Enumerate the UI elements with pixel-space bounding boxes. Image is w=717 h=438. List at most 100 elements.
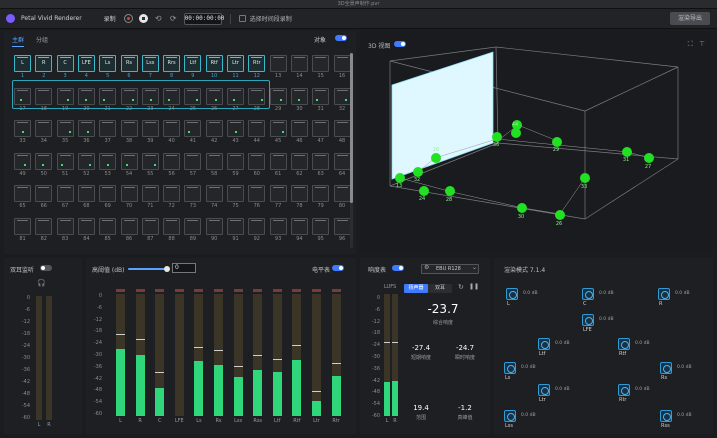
channel-scrollbar-thumb[interactable] [350, 53, 353, 203]
speaker-gain[interactable]: 0.0 dB [677, 413, 692, 418]
clip-indicator[interactable] [253, 289, 263, 292]
channel-cell[interactable] [99, 185, 117, 203]
channel-cell[interactable]: Ltf [184, 55, 202, 72]
speaker-icon[interactable] [538, 384, 550, 396]
channel-cell[interactable] [205, 218, 223, 235]
clip-indicator[interactable] [116, 289, 125, 292]
audio-object[interactable] [492, 132, 502, 142]
channel-cell[interactable]: R [35, 55, 53, 72]
channel-cell[interactable] [163, 87, 181, 105]
channel-cell[interactable] [333, 120, 351, 138]
object-toggle[interactable] [335, 35, 347, 41]
speaker-icon[interactable] [582, 288, 594, 300]
view3d-toggle[interactable] [394, 41, 406, 47]
binaural-mode-button[interactable]: 双耳 [428, 284, 452, 293]
channel-cell[interactable] [35, 152, 53, 170]
speaker-gain[interactable]: 0.0 dB [599, 317, 614, 322]
clip-indicator[interactable] [233, 289, 243, 292]
threshold-slider-knob[interactable] [164, 266, 170, 272]
channel-cell[interactable] [141, 87, 159, 105]
channel-cell[interactable] [35, 87, 53, 105]
tab-groups[interactable]: 分组 [36, 37, 49, 44]
channel-cell[interactable] [14, 152, 31, 170]
audio-object[interactable] [511, 128, 521, 138]
clip-indicator[interactable] [331, 289, 341, 292]
channel-cell[interactable]: Rs [120, 55, 138, 72]
audio-object[interactable] [445, 186, 455, 196]
channel-cell[interactable] [312, 87, 330, 105]
clip-indicator[interactable] [155, 289, 165, 292]
channel-cell[interactable] [312, 185, 330, 203]
channel-cell[interactable] [14, 87, 31, 105]
rewind-icon[interactable]: ⟳ [169, 14, 177, 23]
channel-scrollbar[interactable] [350, 53, 353, 248]
channel-cell[interactable] [227, 218, 244, 235]
speaker-icon[interactable] [660, 362, 672, 374]
clip-indicator[interactable] [135, 289, 145, 292]
channel-cell[interactable]: Ls [99, 55, 117, 72]
record-button[interactable] [123, 14, 133, 23]
channel-cell[interactable] [35, 120, 53, 138]
channel-cell[interactable] [290, 120, 308, 138]
channel-cell[interactable] [77, 185, 95, 203]
channel-cell[interactable]: Rrs [163, 55, 181, 72]
channel-cell[interactable] [120, 152, 138, 170]
channel-cell[interactable] [269, 87, 287, 105]
audio-object[interactable] [395, 173, 405, 183]
channel-cell[interactable] [141, 218, 159, 235]
audio-object[interactable] [517, 203, 527, 213]
channel-cell[interactable] [205, 152, 223, 170]
audio-object[interactable] [413, 167, 423, 177]
speaker-icon[interactable] [506, 288, 518, 300]
speaker-icon[interactable] [618, 384, 630, 396]
channel-cell[interactable] [120, 218, 138, 235]
render-export-button[interactable]: 渲染导出 [670, 12, 710, 25]
speaker-icon[interactable] [538, 338, 550, 350]
channel-cell[interactable] [141, 120, 159, 138]
chevron-down-icon[interactable]: ⌄ [472, 264, 478, 271]
channel-cell[interactable] [333, 55, 351, 72]
speaker-icon[interactable] [504, 362, 516, 374]
channel-cell[interactable] [312, 218, 330, 235]
channel-cell[interactable] [248, 152, 266, 170]
channel-cell[interactable] [312, 152, 330, 170]
channel-cell[interactable] [248, 120, 266, 138]
speaker-mode-button[interactable]: 扬声器 [404, 284, 428, 293]
fullscreen-icon[interactable]: ⛶ [687, 40, 693, 48]
view3d-canvas[interactable]: 1332242028302633293127362544 [360, 31, 713, 254]
channel-cell[interactable] [99, 87, 117, 105]
tab-main[interactable]: 主群 [12, 35, 25, 47]
channel-cell[interactable] [184, 218, 202, 235]
channel-cell[interactable] [163, 218, 181, 235]
channel-cell[interactable] [333, 87, 351, 105]
channel-cell[interactable] [227, 185, 244, 203]
channel-cell[interactable] [14, 218, 31, 235]
pin-icon[interactable]: ⊤ [698, 40, 705, 48]
channel-cell[interactable]: L [14, 55, 31, 72]
channel-cell[interactable]: C [56, 55, 74, 72]
channel-cell[interactable] [56, 87, 74, 105]
audio-object[interactable] [580, 173, 590, 183]
channel-cell[interactable]: LFE [77, 55, 95, 72]
speaker-icon[interactable] [582, 314, 594, 326]
speaker-gain[interactable]: 0.0 dB [635, 387, 650, 392]
clip-indicator[interactable] [214, 289, 223, 292]
channel-cell[interactable] [290, 87, 308, 105]
clip-indicator[interactable] [312, 289, 321, 292]
channel-cell[interactable] [184, 152, 202, 170]
channel-cell[interactable] [163, 120, 181, 138]
stop-button[interactable] [138, 14, 148, 23]
channel-cell[interactable] [227, 120, 244, 138]
channel-cell[interactable] [290, 218, 308, 235]
channel-cell[interactable]: Ltr [227, 55, 244, 72]
audio-object[interactable] [555, 210, 565, 220]
audio-object[interactable] [622, 147, 632, 157]
channel-cell[interactable] [99, 218, 117, 235]
channel-cell[interactable] [269, 152, 287, 170]
speaker-gain[interactable]: 0.0 dB [555, 387, 570, 392]
channel-cell[interactable] [227, 152, 244, 170]
channel-cell[interactable] [35, 185, 53, 203]
audio-object[interactable] [431, 153, 441, 163]
channel-cell[interactable] [35, 218, 53, 235]
clip-indicator[interactable] [292, 289, 302, 292]
